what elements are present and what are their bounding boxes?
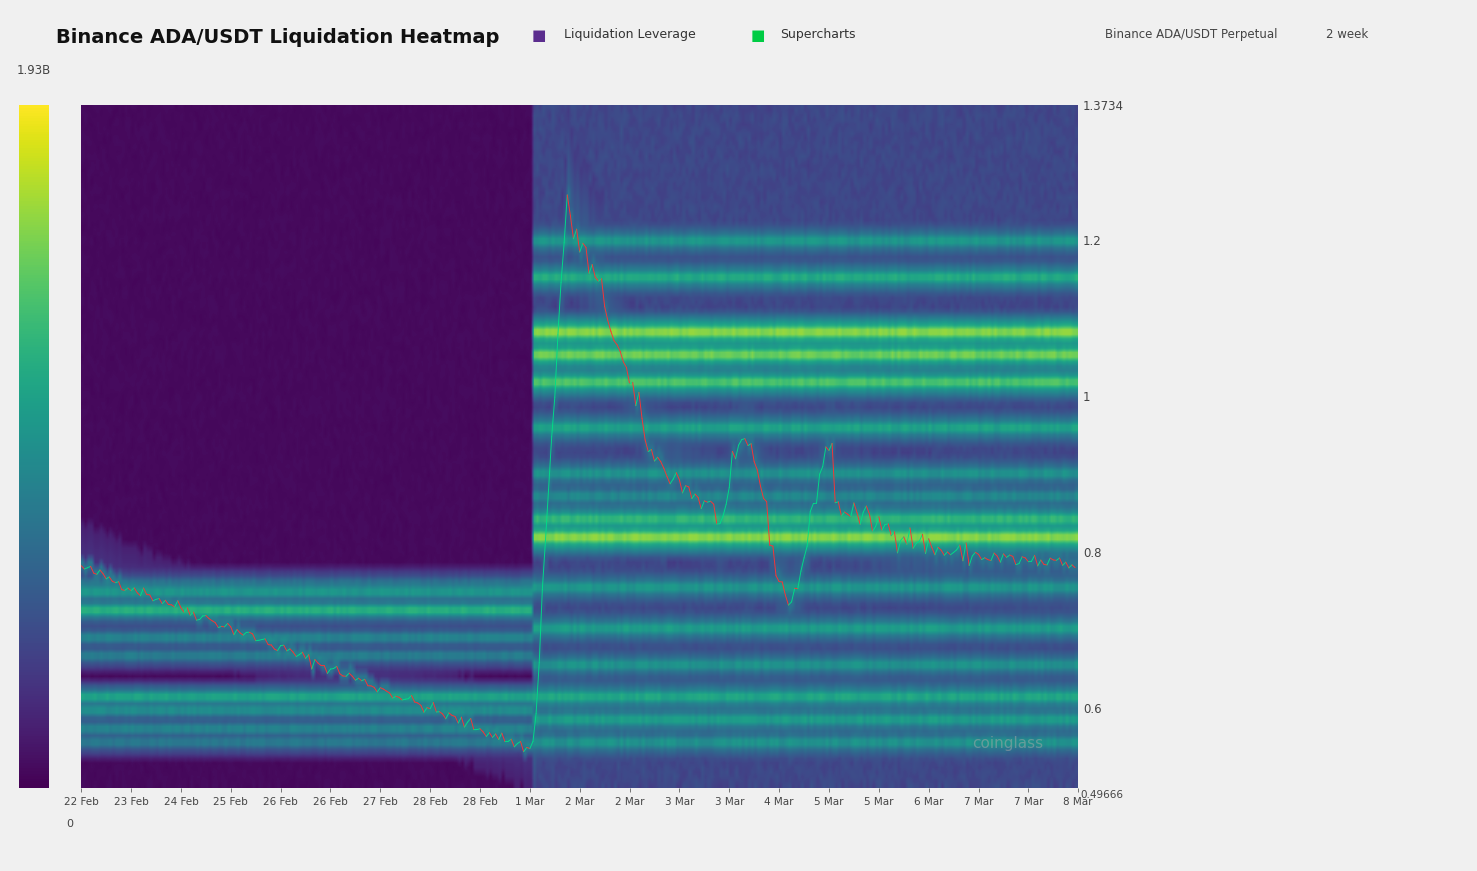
Text: 0.49666: 0.49666: [1080, 790, 1123, 800]
Text: coinglass: coinglass: [972, 736, 1043, 751]
Text: Binance ADA/USDT Perpetual: Binance ADA/USDT Perpetual: [1105, 28, 1278, 41]
Text: Supercharts: Supercharts: [780, 28, 855, 41]
Text: 0: 0: [66, 819, 74, 829]
Text: 2 week: 2 week: [1326, 28, 1369, 41]
Text: 1.93B: 1.93B: [16, 64, 52, 78]
Text: Liquidation Leverage: Liquidation Leverage: [564, 28, 696, 41]
Text: Binance ADA/USDT Liquidation Heatmap: Binance ADA/USDT Liquidation Heatmap: [56, 28, 499, 47]
Text: ■: ■: [750, 28, 765, 43]
Text: ■: ■: [532, 28, 546, 43]
